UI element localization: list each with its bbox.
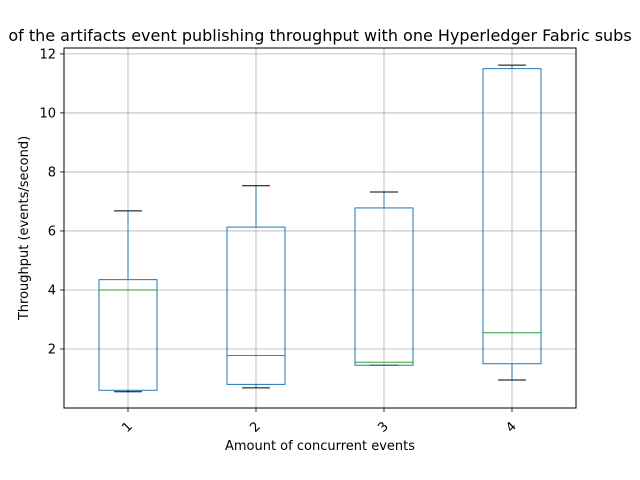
x-tick-label: 4 [503,419,519,435]
y-tick-label: 2 [48,342,56,357]
y-tick-label: 10 [39,106,56,121]
y-tick-label: 6 [48,224,56,239]
box-1 [98,210,158,393]
plot-area-frame [63,47,577,409]
y-tick-label: 12 [39,47,56,62]
box-4 [482,64,542,381]
box-iqr [226,226,286,385]
chart-title: of the artifacts event publishing throug… [8,26,631,45]
box-iqr [98,279,158,391]
box-series [98,64,542,393]
box-3 [354,191,414,366]
x-tick-label: 2 [247,419,263,435]
box-2 [226,185,286,389]
y-tick-label: 8 [48,165,56,180]
box-iqr [354,207,414,366]
y-axis-label: Throughput (events/second) [17,136,32,321]
grid-lines [64,48,576,408]
box-iqr [482,68,542,365]
x-tick-label: 3 [375,419,391,435]
y-tick-label: 4 [48,283,56,298]
x-tick-label: 1 [119,419,135,435]
y-axis-ticks: 2 4 6 8 10 12 [39,47,64,357]
x-axis-ticks: 1 2 3 4 [119,408,520,436]
x-axis-label: Amount of concurrent events [225,439,415,454]
